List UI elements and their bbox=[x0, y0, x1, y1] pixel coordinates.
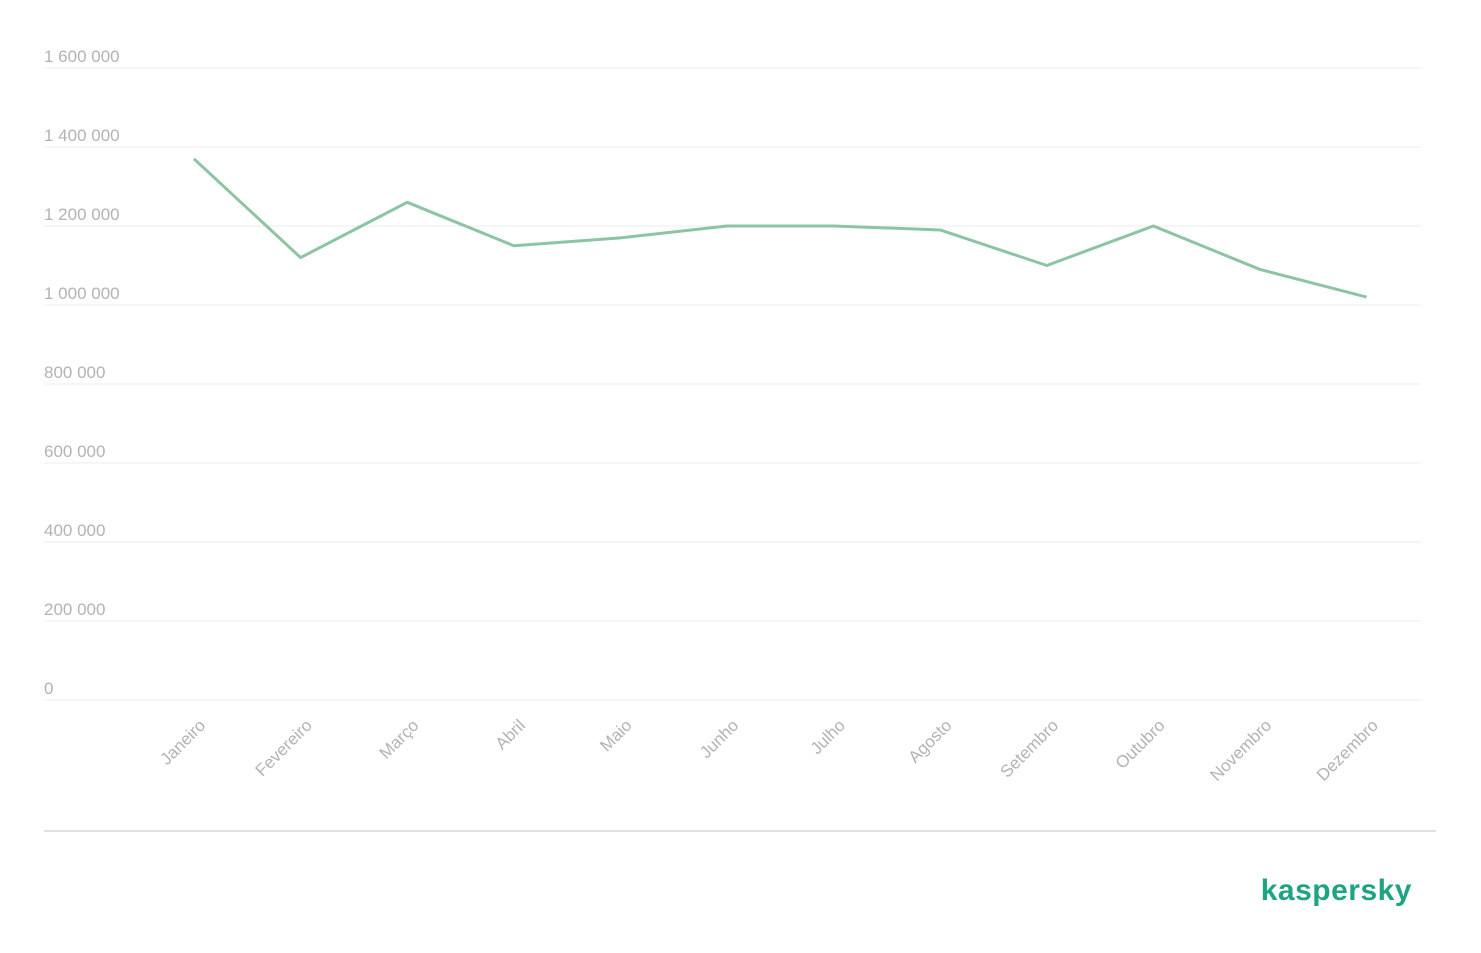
x-tick-label: Agosto bbox=[905, 716, 956, 767]
y-tick-label: 400 000 bbox=[44, 521, 105, 540]
y-tick-label: 1 000 000 bbox=[44, 284, 120, 303]
y-tick-label: 800 000 bbox=[44, 363, 105, 382]
x-tick-label: Fevereiro bbox=[252, 716, 316, 780]
x-tick-label: Julho bbox=[807, 716, 849, 758]
y-tick-label: 600 000 bbox=[44, 442, 105, 461]
x-tick-label: Setembro bbox=[997, 716, 1063, 782]
y-tick-label: 1 200 000 bbox=[44, 205, 120, 224]
x-tick-label: Maio bbox=[596, 716, 635, 755]
x-tick-label: Novembro bbox=[1206, 716, 1275, 785]
brand-logo: kaspersky bbox=[1261, 874, 1412, 907]
x-tick-label: Dezembro bbox=[1313, 716, 1382, 785]
y-tick-label: 1 400 000 bbox=[44, 126, 120, 145]
x-tick-label: Março bbox=[376, 716, 423, 763]
x-tick-label: Abril bbox=[492, 716, 529, 753]
x-tick-label: Junho bbox=[696, 716, 742, 762]
x-tick-label: Janeiro bbox=[156, 716, 209, 769]
data-line bbox=[192, 157, 1367, 299]
y-tick-label: 0 bbox=[44, 679, 53, 698]
y-tick-label: 1 600 000 bbox=[44, 47, 120, 66]
x-tick-label: Outubro bbox=[1112, 716, 1169, 773]
y-tick-label: 200 000 bbox=[44, 600, 105, 619]
